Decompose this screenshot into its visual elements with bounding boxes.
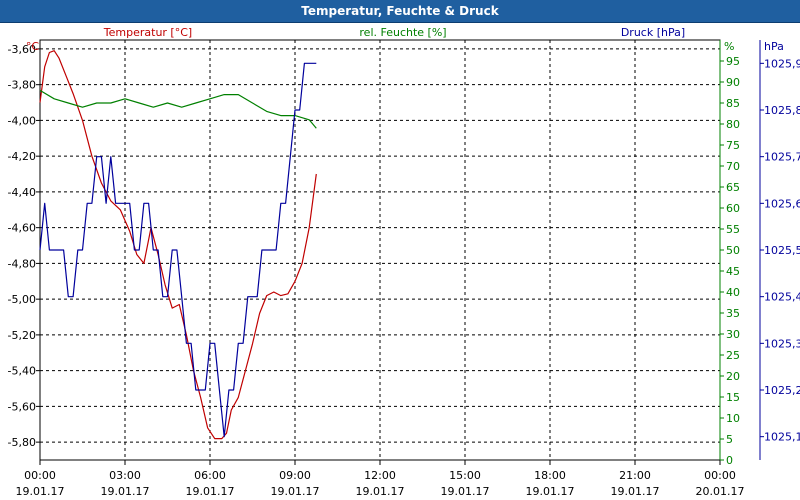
humidity-tick-label: 55 [726, 223, 740, 236]
humidity-tick-label: 15 [726, 391, 740, 404]
temp-tick-label: -4,60 [8, 222, 36, 235]
humidity-tick-label: 10 [726, 412, 740, 425]
humidity-tick-label: 25 [726, 349, 740, 362]
humidity-tick-label: 60 [726, 202, 740, 215]
humidity-tick-label: 75 [726, 139, 740, 152]
x-tick-time: 09:00 [279, 469, 311, 482]
temp-tick-label: -5,00 [8, 293, 36, 306]
humidity-tick-label: 95 [726, 55, 740, 68]
x-tick-date: 19.01.17 [526, 485, 575, 498]
pressure-axis-title: Druck [hPa] [621, 26, 685, 39]
temp-unit-label: °C [26, 40, 40, 53]
humidity-tick-label: 0 [726, 454, 733, 467]
temperature-line [39, 50, 317, 440]
temp-tick-label: -4,00 [8, 114, 36, 127]
pressure-tick-label: 1025,1 [764, 431, 800, 444]
humidity-tick-label: 30 [726, 328, 740, 341]
humidity-tick-label: 90 [726, 76, 740, 89]
x-tick-date: 19.01.17 [611, 485, 660, 498]
temp-tick-label: -5,60 [8, 400, 36, 413]
x-tick-time: 18:00 [534, 469, 566, 482]
x-tick-date: 19.01.17 [186, 485, 235, 498]
x-tick-date: 19.01.17 [271, 485, 320, 498]
humidity-tick-label: 5 [726, 433, 733, 446]
pressure-tick-label: 1025,4 [764, 291, 800, 304]
x-tick-time: 12:00 [364, 469, 396, 482]
temp-tick-label: -5,20 [8, 329, 36, 342]
x-tick-date: 19.01.17 [356, 485, 405, 498]
humidity-tick-label: 65 [726, 181, 740, 194]
temp-tick-label: -5,80 [8, 436, 36, 449]
temp-axis-title: Temperatur [°C] [103, 26, 192, 39]
humidity-tick-label: 85 [726, 97, 740, 110]
x-tick-date: 20.01.17 [696, 485, 745, 498]
x-tick-date: 19.01.17 [441, 485, 490, 498]
x-tick-date: 19.01.17 [16, 485, 65, 498]
x-tick-time: 06:00 [194, 469, 226, 482]
x-tick-time: 00:00 [24, 469, 56, 482]
window-title: Temperatur, Feuchte & Druck [301, 4, 499, 18]
pressure-tick-label: 1025,2 [764, 384, 800, 397]
x-tick-time: 03:00 [109, 469, 141, 482]
pressure-tick-label: 1025,3 [764, 337, 800, 350]
humidity-tick-label: 80 [726, 118, 740, 131]
pressure-tick-label: 1025,6 [764, 197, 800, 210]
temp-tick-label: -3,60 [8, 43, 36, 56]
temp-tick-label: -5,40 [8, 365, 36, 378]
humidity-tick-label: 20 [726, 370, 740, 383]
temp-tick-label: -3,80 [8, 79, 36, 92]
humidity-line [39, 89, 317, 129]
x-tick-time: 15:00 [449, 469, 481, 482]
pressure-tick-label: 1025,7 [764, 151, 800, 164]
pressure-tick-label: 1025,8 [764, 104, 800, 117]
humidity-tick-label: 50 [726, 244, 740, 257]
humidity-unit-label: % [724, 40, 734, 53]
humidity-tick-label: 70 [726, 160, 740, 173]
humidity-tick-label: 40 [726, 286, 740, 299]
title-bar: Temperatur, Feuchte & Druck [0, 0, 800, 23]
pressure-unit-label: hPa [764, 40, 784, 53]
humidity-tick-label: 45 [726, 265, 740, 278]
temp-tick-label: -4,80 [8, 257, 36, 270]
x-tick-time: 21:00 [619, 469, 651, 482]
pressure-tick-label: 1025,9 [764, 57, 800, 70]
pressure-line [39, 62, 317, 438]
temp-tick-label: -4,40 [8, 186, 36, 199]
humidity-tick-label: 35 [726, 307, 740, 320]
x-tick-date: 19.01.17 [101, 485, 150, 498]
humidity-axis-title: rel. Feuchte [%] [359, 26, 446, 39]
temp-tick-label: -4,20 [8, 150, 36, 163]
x-tick-time: 00:00 [704, 469, 736, 482]
pressure-tick-label: 1025,5 [764, 244, 800, 257]
